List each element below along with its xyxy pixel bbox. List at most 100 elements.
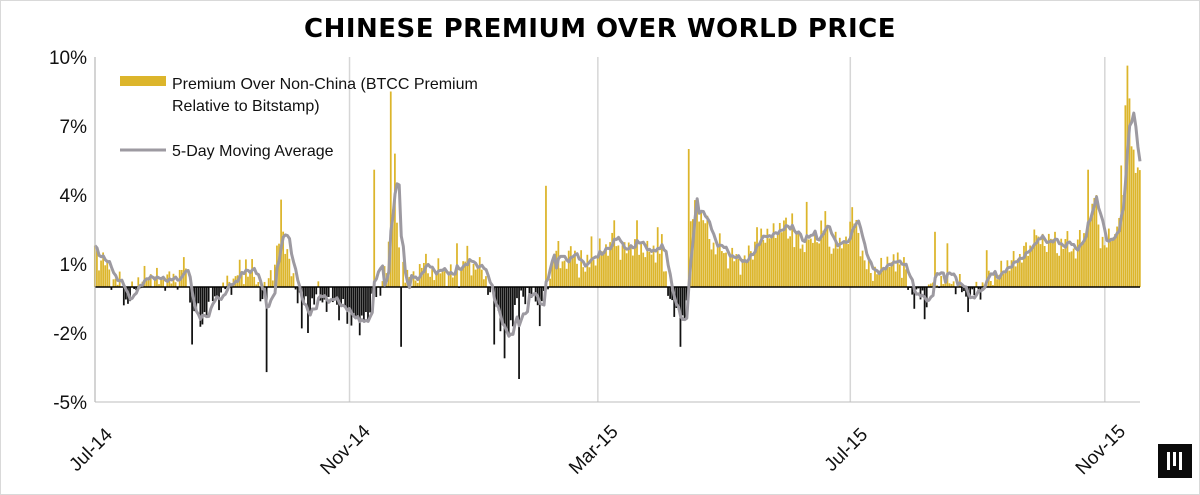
premium-bar	[754, 241, 756, 287]
premium-bar	[712, 242, 715, 287]
premium-bar	[396, 222, 398, 287]
premium-bar	[892, 254, 895, 287]
premium-bar	[613, 220, 616, 287]
premium-bar	[925, 287, 928, 308]
premium-bar	[313, 287, 316, 305]
premium-bar	[623, 242, 626, 287]
premium-bar	[706, 215, 709, 287]
premium-bar	[1008, 270, 1011, 287]
premium-bar	[1064, 239, 1067, 287]
premium-bar	[259, 287, 262, 302]
premium-bar	[578, 277, 580, 287]
premium-bar	[996, 279, 998, 287]
y-tick-label: -2%	[53, 324, 87, 345]
premium-bar	[439, 273, 442, 287]
premium-bar	[1132, 149, 1135, 287]
premium-bar	[263, 281, 266, 287]
premium-bar	[1004, 270, 1007, 287]
premium-bar	[677, 287, 680, 310]
premium-bar	[714, 254, 717, 287]
x-tick-label: Jul-14	[65, 424, 117, 476]
premium-bar	[567, 250, 570, 287]
premium-bar	[797, 231, 800, 287]
premium-bar	[216, 287, 218, 298]
premium-bar	[460, 267, 462, 287]
premium-bar	[429, 276, 431, 287]
premium-bar	[435, 271, 438, 287]
premium-bar	[404, 282, 407, 287]
premium-bar	[727, 268, 729, 287]
premium-bar	[394, 153, 396, 287]
premium-bar	[354, 287, 357, 318]
premium-bar	[286, 249, 289, 287]
premium-bar	[865, 269, 868, 287]
premium-bar	[131, 281, 133, 287]
legend-bar-swatch	[120, 76, 166, 86]
premium-bar	[963, 287, 965, 292]
premium-bar	[685, 287, 688, 301]
premium-bar	[737, 258, 740, 287]
premium-bar	[977, 287, 980, 290]
premium-bar	[342, 287, 345, 300]
premium-bar	[1126, 65, 1129, 287]
premium-bar	[305, 287, 307, 297]
premium-bar	[884, 269, 887, 287]
x-tick-label: Jul-15	[821, 424, 872, 475]
premium-bar	[497, 287, 500, 311]
premium-bar	[288, 258, 291, 287]
premium-bar	[495, 287, 498, 307]
premium-bar	[451, 277, 454, 287]
premium-bar	[493, 287, 496, 345]
premium-bar	[369, 287, 371, 313]
premium-bar	[520, 287, 522, 291]
premium-bar	[389, 91, 392, 287]
premium-bar	[783, 220, 785, 287]
premium-bar	[509, 287, 512, 321]
premium-bar	[201, 287, 204, 325]
premium-bar	[1089, 217, 1092, 287]
premium-bar	[360, 287, 363, 316]
premium-bar	[903, 257, 905, 287]
premium-bar	[367, 287, 369, 322]
premium-bar	[845, 236, 847, 287]
premium-bar	[503, 287, 506, 359]
premium-bar	[331, 287, 334, 303]
premium-bar	[942, 283, 945, 287]
premium-bar	[652, 245, 655, 287]
premium-bar	[625, 253, 628, 287]
premium-bar	[739, 274, 742, 287]
premium-bar	[365, 287, 367, 313]
premium-bar	[185, 268, 187, 287]
premium-bar	[559, 268, 562, 287]
premium-bar	[199, 287, 202, 327]
premium-bar	[708, 239, 711, 287]
premium-bar	[334, 287, 336, 299]
y-tick-label: 7%	[60, 117, 88, 138]
premium-bar	[480, 269, 483, 287]
premium-bar	[207, 287, 210, 302]
premium-bar	[106, 259, 109, 287]
premium-bar	[669, 287, 671, 299]
premium-bar	[379, 287, 382, 296]
premium-bar	[462, 261, 465, 287]
premium-bar	[634, 239, 636, 287]
premium-bar	[785, 217, 787, 287]
premium-bar	[238, 259, 241, 287]
premium-bar	[965, 287, 967, 297]
premium-bar	[638, 254, 640, 287]
premium-bar	[118, 271, 121, 287]
premium-bar	[149, 274, 152, 287]
premium-bar	[402, 261, 405, 287]
premium-bar	[265, 287, 268, 373]
premium-bar	[896, 252, 899, 287]
premium-bar	[776, 234, 779, 287]
premium-bar	[375, 287, 378, 298]
premium-bar	[1136, 167, 1139, 287]
premium-bar	[816, 242, 818, 287]
premium-bar	[100, 260, 102, 287]
premium-bar	[576, 263, 578, 287]
premium-bar	[441, 268, 444, 287]
premium-bar	[485, 276, 487, 287]
premium-bar	[592, 260, 595, 287]
